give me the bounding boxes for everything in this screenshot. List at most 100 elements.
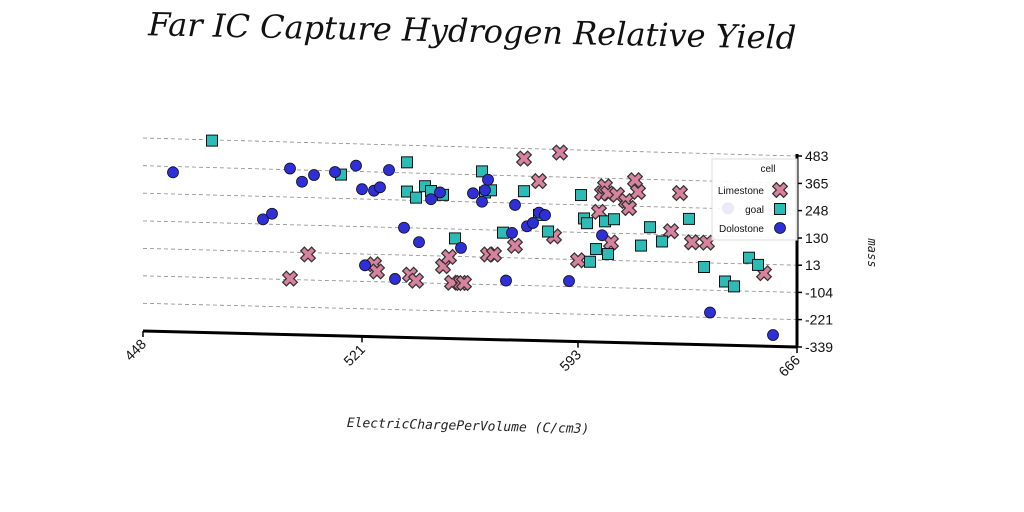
- data-point-dolostone: [704, 306, 716, 319]
- data-point-goal: [644, 221, 656, 234]
- data-point-limestone-fill: [685, 235, 699, 249]
- y-tick-label: -339: [805, 339, 833, 355]
- data-point-limestone-fill: [592, 205, 606, 219]
- data-point-goal: [401, 156, 413, 169]
- data-point-dolostone: [350, 159, 362, 172]
- data-point-limestone-fill: [628, 173, 642, 187]
- data-point-limestone-fill: [517, 152, 531, 165]
- x-tick-label: 666: [775, 352, 803, 380]
- data-point-goal: [476, 165, 488, 178]
- y-tick-label: -104: [805, 284, 833, 300]
- data-point-limestone-fill: [301, 248, 315, 261]
- chart-title: Far IC Capture Hydrogen Relative Yield: [147, 5, 797, 57]
- data-point-goal: [602, 248, 614, 261]
- y-tick-label: 130: [805, 230, 829, 246]
- data-point-limestone-fill: [283, 272, 297, 286]
- data-point-dolostone: [434, 186, 446, 199]
- data-point-goal: [635, 239, 647, 252]
- data-point-dolostone: [359, 259, 371, 272]
- data-point-dolostone: [479, 184, 491, 197]
- data-point-limestone-fill: [571, 253, 585, 267]
- data-point-limestone-fill: [532, 174, 546, 188]
- data-point-goal: [581, 217, 593, 230]
- data-point-goal: [584, 255, 596, 268]
- data-point-dolostone: [266, 207, 278, 220]
- data-point-limestone-fill: [622, 201, 636, 215]
- data-point-goal: [728, 280, 740, 293]
- data-point-dolostone: [467, 187, 479, 200]
- y-axis-label: mass: [865, 238, 879, 268]
- legend-label-goal: goal: [745, 205, 764, 216]
- data-point-dolostone: [425, 193, 437, 206]
- x-axis-label: ElectricChargePerVolume (C/cm3): [347, 416, 590, 437]
- data-point-dolostone: [527, 217, 539, 229]
- legend-label-limestone: Limestone: [718, 186, 765, 197]
- data-point-goal: [683, 212, 695, 225]
- data-point-dolostone: [389, 273, 401, 285]
- data-point-limestone-fill: [442, 250, 456, 264]
- data-point-goal: [698, 261, 710, 274]
- legend-label-dolostone: Dolostone: [719, 224, 764, 235]
- data-point-dolostone: [329, 166, 341, 178]
- gridlines: [142, 137, 798, 348]
- data-point-limestone-fill: [700, 236, 714, 250]
- y-tick-label: 365: [805, 175, 829, 191]
- x-tick-label: 448: [121, 336, 149, 364]
- gridline: [142, 220, 798, 239]
- data-point-limestone-fill: [664, 224, 678, 238]
- data-point-dolostone: [413, 236, 425, 249]
- y-tick-label: 248: [805, 203, 829, 219]
- data-point-dolostone: [356, 183, 368, 196]
- legend: cell Limestone goal Dolostone: [711, 158, 798, 241]
- data-point-dolostone: [308, 169, 320, 181]
- x-tick-label: 593: [556, 346, 584, 374]
- y-tick-label: 13: [805, 257, 821, 273]
- data-point-limestone-fill: [631, 185, 645, 199]
- data-point-limestone-fill: [370, 265, 384, 278]
- data-point-goal: [656, 235, 668, 248]
- data-point-dolostone: [767, 329, 779, 341]
- data-point-goal: [752, 258, 764, 271]
- data-point-goal: [410, 191, 422, 204]
- data-point-limestone-fill: [487, 248, 501, 262]
- x-axis-line: [142, 329, 798, 349]
- data-point-dolostone: [284, 162, 296, 175]
- data-point-goal: [590, 243, 602, 256]
- x-tick-label: 521: [340, 341, 368, 369]
- data-point-dolostone: [374, 181, 386, 194]
- legend-marker-limestone-fill: [773, 183, 787, 197]
- data-point-dolostone: [257, 213, 269, 226]
- data-point-limestone-fill: [673, 186, 687, 200]
- data-point-goal: [401, 185, 413, 198]
- data-point-dolostone: [296, 175, 308, 188]
- data-point-goal: [542, 225, 554, 238]
- data-point-limestone-fill: [553, 146, 567, 159]
- legend-marker-dolostone: [774, 222, 786, 234]
- gridline: [142, 137, 798, 157]
- y-tick-label: -221: [805, 312, 833, 328]
- data-point-goal: [575, 189, 587, 202]
- data-point-goal: [608, 213, 620, 226]
- data-point-goal: [518, 185, 530, 198]
- data-point-goal: [449, 232, 461, 245]
- y-tick-label: 483: [805, 148, 829, 164]
- data-point-dolostone: [563, 275, 575, 287]
- data-point-dolostone: [398, 221, 410, 234]
- legend-title: cell: [760, 164, 775, 175]
- data-point-dolostone: [596, 229, 608, 242]
- legend-marker-goal: [774, 203, 786, 215]
- data-points: [167, 134, 779, 341]
- data-point-dolostone: [476, 195, 488, 208]
- data-point-limestone-fill: [508, 239, 522, 253]
- data-point-dolostone: [482, 173, 494, 186]
- data-point-limestone-fill: [409, 274, 423, 288]
- data-point-dolostone: [506, 226, 518, 239]
- data-point-dolostone: [509, 199, 521, 211]
- gridline: [142, 165, 798, 184]
- data-point-dolostone: [383, 164, 395, 176]
- data-point-goal: [206, 134, 218, 147]
- data-point-limestone-fill: [457, 276, 471, 290]
- data-point-dolostone: [500, 274, 512, 287]
- data-point-dolostone: [539, 209, 551, 221]
